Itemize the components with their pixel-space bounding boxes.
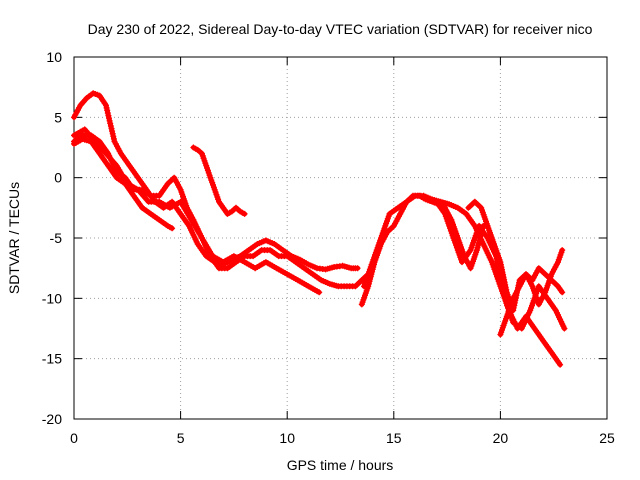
axis-ticks: 0 5 10 15 20 25 -20 -15 -10 -5 0 5 10 xyxy=(42,49,615,446)
y-tick-label: 10 xyxy=(46,49,62,65)
y-tick-label: 0 xyxy=(54,170,62,186)
x-tick-label: 15 xyxy=(386,430,402,446)
y-tick-label: -20 xyxy=(42,411,62,427)
series-track-b xyxy=(71,132,372,290)
y-tick-label: -10 xyxy=(42,290,62,306)
x-tick-label: 10 xyxy=(279,430,295,446)
x-tick-label: 20 xyxy=(493,430,509,446)
plot-frame xyxy=(73,56,608,420)
chart-title: Day 230 of 2022, Sidereal Day-to-day VTE… xyxy=(88,21,593,37)
x-axis-label: GPS time / hours xyxy=(287,457,394,473)
y-tick-label: -15 xyxy=(42,351,62,367)
y-tick-label: -5 xyxy=(50,230,63,246)
x-tick-label: 5 xyxy=(177,430,185,446)
y-axis-label: SDTVAR / TECUs xyxy=(6,182,22,294)
series-track-e xyxy=(190,144,248,217)
series-markers xyxy=(497,265,566,338)
series-track-j xyxy=(497,265,566,338)
grid-lines xyxy=(74,57,607,419)
series-markers xyxy=(71,126,323,296)
x-tick-label: 25 xyxy=(599,430,615,446)
series-track-c xyxy=(71,126,323,296)
series-markers xyxy=(190,144,248,217)
series-track-d xyxy=(71,136,176,232)
y-tick-label: 5 xyxy=(54,109,62,125)
series-track-a xyxy=(71,90,361,273)
data-series xyxy=(71,90,568,368)
series-line xyxy=(71,90,361,272)
series-markers xyxy=(71,136,176,232)
x-tick-label: 0 xyxy=(70,430,78,446)
